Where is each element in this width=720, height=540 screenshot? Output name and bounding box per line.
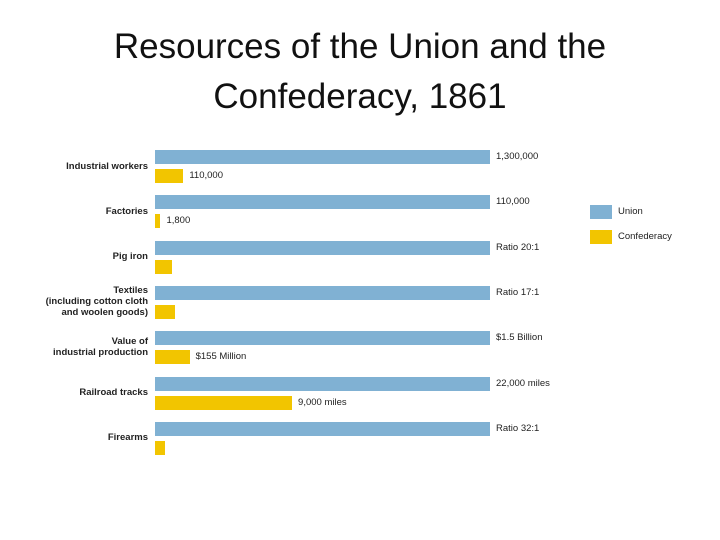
value-label: 1,800 [166, 215, 191, 227]
bar [155, 440, 166, 455]
value-label: $155 Million [195, 351, 247, 363]
value-label: Ratio 17:1 [496, 286, 540, 298]
category-label: Value of industrial production [53, 336, 148, 359]
bar [155, 195, 490, 210]
bar [155, 259, 172, 274]
value-label: 110,000 [496, 196, 530, 208]
category-label: Industrial workers [66, 160, 148, 172]
category-label: Railroad tracks [79, 387, 148, 398]
value-label: 1,300,000 [496, 151, 539, 162]
category-label: Pig iron [112, 251, 148, 263]
bar [155, 304, 175, 319]
bar [155, 285, 490, 300]
value-label: 22,000 miles [496, 377, 550, 389]
legend-swatch [590, 205, 612, 219]
category-label: Factories [105, 205, 148, 217]
bar [155, 214, 161, 229]
bar [155, 421, 490, 436]
bar [155, 240, 490, 255]
chart-title: Resources of the Union and the Confedera… [113, 27, 607, 116]
legend-swatch [590, 230, 612, 244]
bar [155, 376, 490, 391]
bar [155, 331, 490, 346]
legend-label: Confederacy [618, 231, 672, 242]
bar [155, 395, 293, 410]
value-label: 110,000 [189, 170, 223, 181]
value-label: 9,000 miles [298, 396, 347, 408]
category-label: Firearms [107, 432, 148, 444]
value-label: Ratio 20:1 [496, 241, 540, 253]
category-label: Textiles (including cotton cloth and woo… [45, 285, 148, 319]
bar [155, 350, 190, 365]
bar [155, 150, 490, 164]
bar [155, 169, 184, 183]
legend-label: Union [618, 206, 643, 217]
value-label: $1.5 Billion [496, 332, 543, 344]
value-label: Ratio 32:1 [496, 422, 540, 434]
